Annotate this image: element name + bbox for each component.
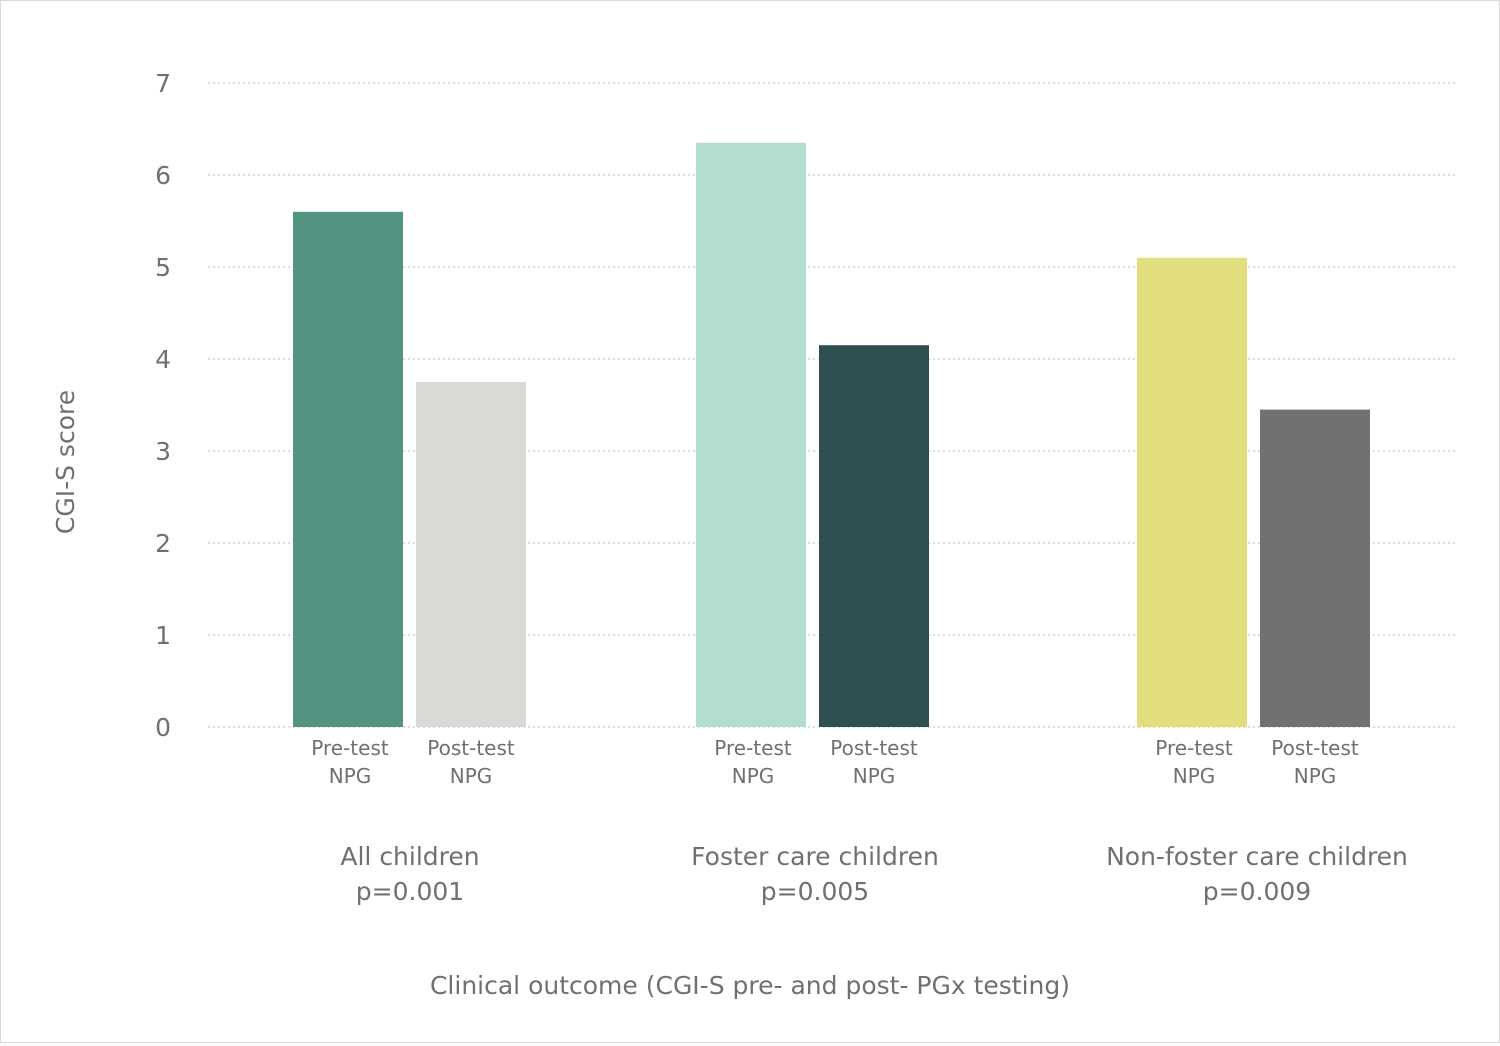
bars [293,142,1370,728]
bar-pre-test-group-3 [1137,257,1247,727]
bar-label: Post-test [427,736,515,760]
y-tick-label: 3 [155,437,171,466]
group-pvalue: p=0.009 [1203,877,1311,906]
bar-label: Pre-test [311,736,389,760]
group-name: All children [340,842,479,871]
group-pvalue: p=0.001 [356,877,464,906]
y-tick-label: 7 [155,69,171,98]
bar-label: Post-test [1271,736,1359,760]
bar-pre-test-group-2 [696,142,806,728]
group-name: Non-foster care children [1106,842,1408,871]
y-tick-label: 5 [155,253,171,282]
group-name: Foster care children [691,842,939,871]
group-pvalue: p=0.005 [761,877,869,906]
bar-label: NPG [1294,764,1337,788]
y-tick-label: 6 [155,161,171,190]
bar-label: NPG [329,764,372,788]
x-axis-title: Clinical outcome (CGI-S pre- and post- P… [430,971,1070,1000]
bar-label: Post-test [830,736,918,760]
y-tick-label: 4 [155,345,171,374]
y-tick-label: 1 [155,621,171,650]
bar-label: Pre-test [714,736,792,760]
bar-labels: Pre-test NPG Post-test NPG Pre-test NPG Post-t… [311,736,1359,788]
group-labels: All children p=0.001 Foster care children p… [340,842,1408,906]
bar-label: NPG [450,764,493,788]
y-tick-label: 0 [155,713,171,742]
y-axis-title: CGI-S score [51,390,80,534]
bar-label: NPG [1173,764,1216,788]
bar-post-test-group-2 [819,345,929,727]
bar-label: NPG [732,764,775,788]
y-tick-label: 2 [155,529,171,558]
bar-post-test-group-3 [1260,409,1370,727]
bar-pre-test-group-1 [293,211,403,728]
bar-label: NPG [853,764,896,788]
bar-label: Pre-test [1155,736,1233,760]
bar-post-test-group-1 [416,382,526,727]
y-axis-ticks: 0 1 2 3 4 5 6 7 [155,69,171,742]
